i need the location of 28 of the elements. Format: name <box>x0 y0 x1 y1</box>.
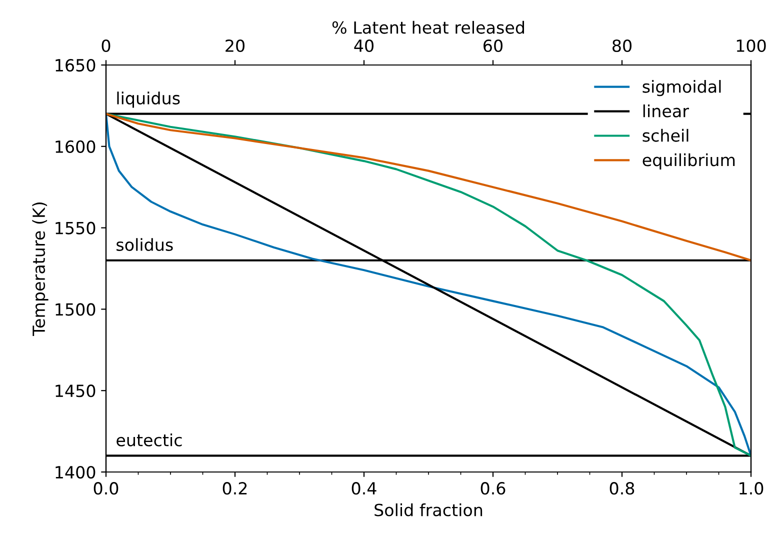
x2-tick-label: 0 <box>102 39 110 52</box>
legend-label: equilibrium <box>642 153 735 170</box>
legend-label: scheil <box>642 128 688 142</box>
ref-line-label: liquidus <box>117 92 180 108</box>
x2-tick-label: 40 <box>354 39 374 52</box>
x-tick-label: 0.6 <box>480 482 506 495</box>
x-tick-label: 1.0 <box>740 482 764 495</box>
x2-tick-label: 100 <box>736 39 766 52</box>
x-tick-label: 0.0 <box>94 482 118 495</box>
y-tick-label: 1600 <box>56 140 96 153</box>
ref-line-label: solidus <box>116 238 173 252</box>
x2-tick-label: 80 <box>612 39 632 52</box>
x-tick-label: 0.2 <box>222 482 247 495</box>
y-axis-title: Temperature (K) <box>32 202 48 336</box>
x2-tick-label: 60 <box>484 39 502 52</box>
y-tick-label: 1400 <box>56 466 96 479</box>
y-tick-label: 1550 <box>56 222 96 234</box>
y-tick-label: 1450 <box>56 384 96 398</box>
x-axis-title: Solid fraction <box>374 503 482 516</box>
x-tick-label: 0.8 <box>610 482 634 495</box>
x2-axis-title: % Latent heat released <box>332 20 524 34</box>
y-tick-label: 1500 <box>56 303 96 316</box>
x-tick-label: 0.4 <box>352 482 376 495</box>
ref-line-label: eutectic <box>116 433 182 446</box>
x2-tick-label: 20 <box>226 39 244 52</box>
y-tick-label: 1650 <box>56 58 96 72</box>
legend-label: linear <box>643 104 689 118</box>
legend-label: sigmoidal <box>642 80 721 96</box>
